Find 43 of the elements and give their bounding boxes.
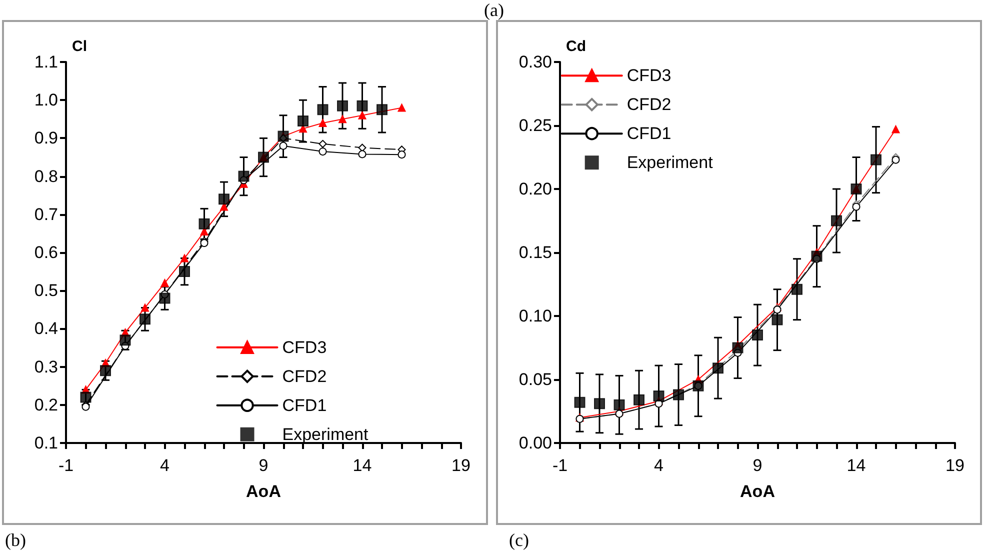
x-tick-label: 19 xyxy=(452,456,470,475)
y-tick-label: 0.25 xyxy=(518,116,552,135)
y-tick-label: 0.9 xyxy=(34,128,58,148)
x-tick-label: -1 xyxy=(552,456,568,475)
x-axis-title: AoA xyxy=(246,482,281,501)
y-tick-label: 0.8 xyxy=(34,166,58,186)
legend-label: Experiment xyxy=(626,153,714,172)
text: (a) xyxy=(483,0,505,21)
y-tick-label: 1.1 xyxy=(34,52,58,72)
x-tick-label: 4 xyxy=(654,456,664,475)
y-tick-label: 0.2 xyxy=(34,395,58,414)
x-tick-label: 9 xyxy=(752,456,762,475)
y-axis-title: Cl xyxy=(72,38,87,55)
y-tick-label: 0.10 xyxy=(518,306,552,326)
y-tick-label: 0.1 xyxy=(34,434,58,452)
x-axis-title: AoA xyxy=(740,482,775,501)
y-tick-label: 0.4 xyxy=(34,319,58,338)
legend-label: CFD3 xyxy=(626,66,672,86)
x-tick-label: 14 xyxy=(846,456,866,475)
y-tick-label: 0.7 xyxy=(34,204,58,224)
y-tick-label: 0.5 xyxy=(34,281,58,300)
y-axis-title: Cd xyxy=(566,38,586,55)
x-tick-label: 14 xyxy=(352,456,372,475)
legend-label: Experiment xyxy=(282,424,369,444)
x-tick-label: 4 xyxy=(160,456,170,475)
legend-label: CFD3 xyxy=(282,338,327,357)
text: (c) xyxy=(509,530,529,551)
y-tick-label: 0.00 xyxy=(518,434,552,452)
legend-label: CFD2 xyxy=(282,366,327,386)
y-tick-label: 0.20 xyxy=(518,180,552,198)
x-tick-label: -1 xyxy=(58,456,74,475)
legend-label: CFD1 xyxy=(626,124,672,144)
y-tick-label: 0.6 xyxy=(34,243,58,262)
x-tick-label: 9 xyxy=(258,456,268,475)
y-tick-label: 0.3 xyxy=(34,357,58,376)
y-tick-label: 0.05 xyxy=(518,370,552,389)
x-tick-label: 19 xyxy=(946,456,964,475)
legend-label: CFD1 xyxy=(282,396,327,415)
y-tick-label: 1.0 xyxy=(34,90,58,110)
text: (b) xyxy=(5,530,26,551)
y-tick-label: 0.30 xyxy=(518,52,552,72)
y-tick-label: 0.15 xyxy=(518,243,552,262)
legend-label: CFD2 xyxy=(626,95,672,114)
